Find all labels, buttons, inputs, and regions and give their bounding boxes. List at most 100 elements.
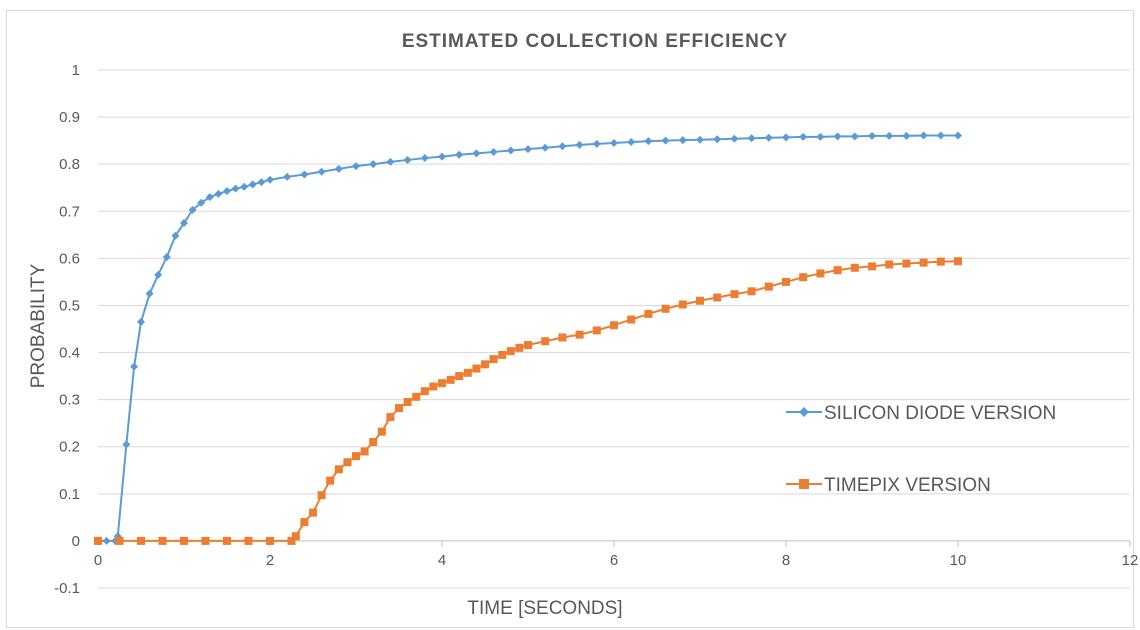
data-point [248,180,257,189]
data-point [678,300,687,309]
data-point [782,133,790,142]
legend-marker [799,407,809,417]
data-point [678,136,687,145]
data-point [850,263,859,272]
data-point [205,193,214,202]
data-point [369,438,378,447]
data-point [954,131,962,140]
data-point [558,142,567,151]
data-point [446,375,455,384]
x-tick-label: 6 [610,552,618,569]
data-point [610,138,618,147]
data-point [420,154,429,163]
data-point [764,133,773,142]
data-point [472,364,481,373]
chart-area [6,10,1134,628]
legend-marker [799,479,809,489]
data-point [833,132,842,141]
data-point [240,182,249,191]
series-markers [94,131,962,545]
data-point [524,145,532,154]
data-point [300,170,309,179]
data-point [661,304,670,313]
data-point [162,252,171,261]
data-point [463,368,472,377]
data-point [352,452,360,461]
y-tick-label: 1 [72,62,80,79]
data-point [919,258,928,267]
data-point [137,317,145,326]
legend: SILICON DIODE VERSION TIMEPIX VERSION [786,403,1056,496]
data-point [455,372,464,381]
data-point [317,167,326,176]
data-point [352,162,360,171]
data-point [868,131,876,140]
data-point [936,257,945,266]
y-tick-label: 0.3 [59,392,80,409]
data-point [747,134,756,143]
data-point [481,360,489,369]
data-point [799,273,808,282]
data-point [610,321,618,330]
x-axis-tick-labels: 0 2 4 6 8 10 12 [94,552,1139,569]
data-point [94,536,102,545]
data-point [644,137,653,146]
data-point [244,536,253,545]
data-point [885,260,894,269]
series-line-2 [97,260,959,542]
data-point [115,536,124,545]
data-point [850,132,859,141]
data-point [644,309,653,318]
data-point [287,536,296,545]
data-point [627,315,636,324]
data-point [833,266,842,275]
data-point [592,139,601,148]
data-point [782,277,790,286]
data-point [223,187,231,196]
data-point [429,382,438,391]
data-point [902,131,911,140]
data-point [438,379,446,388]
data-point [360,447,369,456]
x-tick-label: 4 [438,552,446,569]
data-point [713,293,722,302]
data-point [696,296,704,305]
chart-title: ESTIMATED COLLECTION EFFICIENCY [402,31,788,52]
data-point [214,189,223,198]
data-point [377,427,386,436]
data-point [386,413,395,422]
data-point [188,205,197,214]
x-tick-label: 0 [94,552,102,569]
data-point [369,160,378,169]
data-point [541,337,550,346]
x-tick-label: 10 [950,552,967,569]
data-point [197,198,206,207]
y-tick-label: 0 [72,533,80,550]
data-point [524,341,532,350]
data-point [412,392,421,401]
data-point [130,362,139,371]
data-point [592,326,601,335]
legend-label: TIMEPIX VERSION [824,475,991,496]
data-point [764,282,773,291]
data-point [661,136,670,145]
data-point [154,270,163,279]
y-axis-title: PROBABILITY [28,263,49,388]
data-point [334,465,343,474]
data-point [158,536,167,545]
data-point [420,387,429,396]
y-tick-label: 0.2 [59,439,80,456]
data-point [300,518,309,527]
x-axis-title: TIME [SECONDS] [467,598,622,619]
data-point [201,536,210,545]
data-point [506,347,515,356]
data-point [317,491,326,500]
y-axis-tick-labels: -0.1 0 0.1 0.2 0.3 0.4 0.5 0.6 0.7 0.8 0.9 1 [54,62,80,597]
data-point [868,262,876,271]
data-point [438,152,446,161]
y-tick-label: -0.1 [54,580,80,597]
data-point [489,355,498,364]
data-point [343,458,352,467]
data-point [102,536,111,545]
